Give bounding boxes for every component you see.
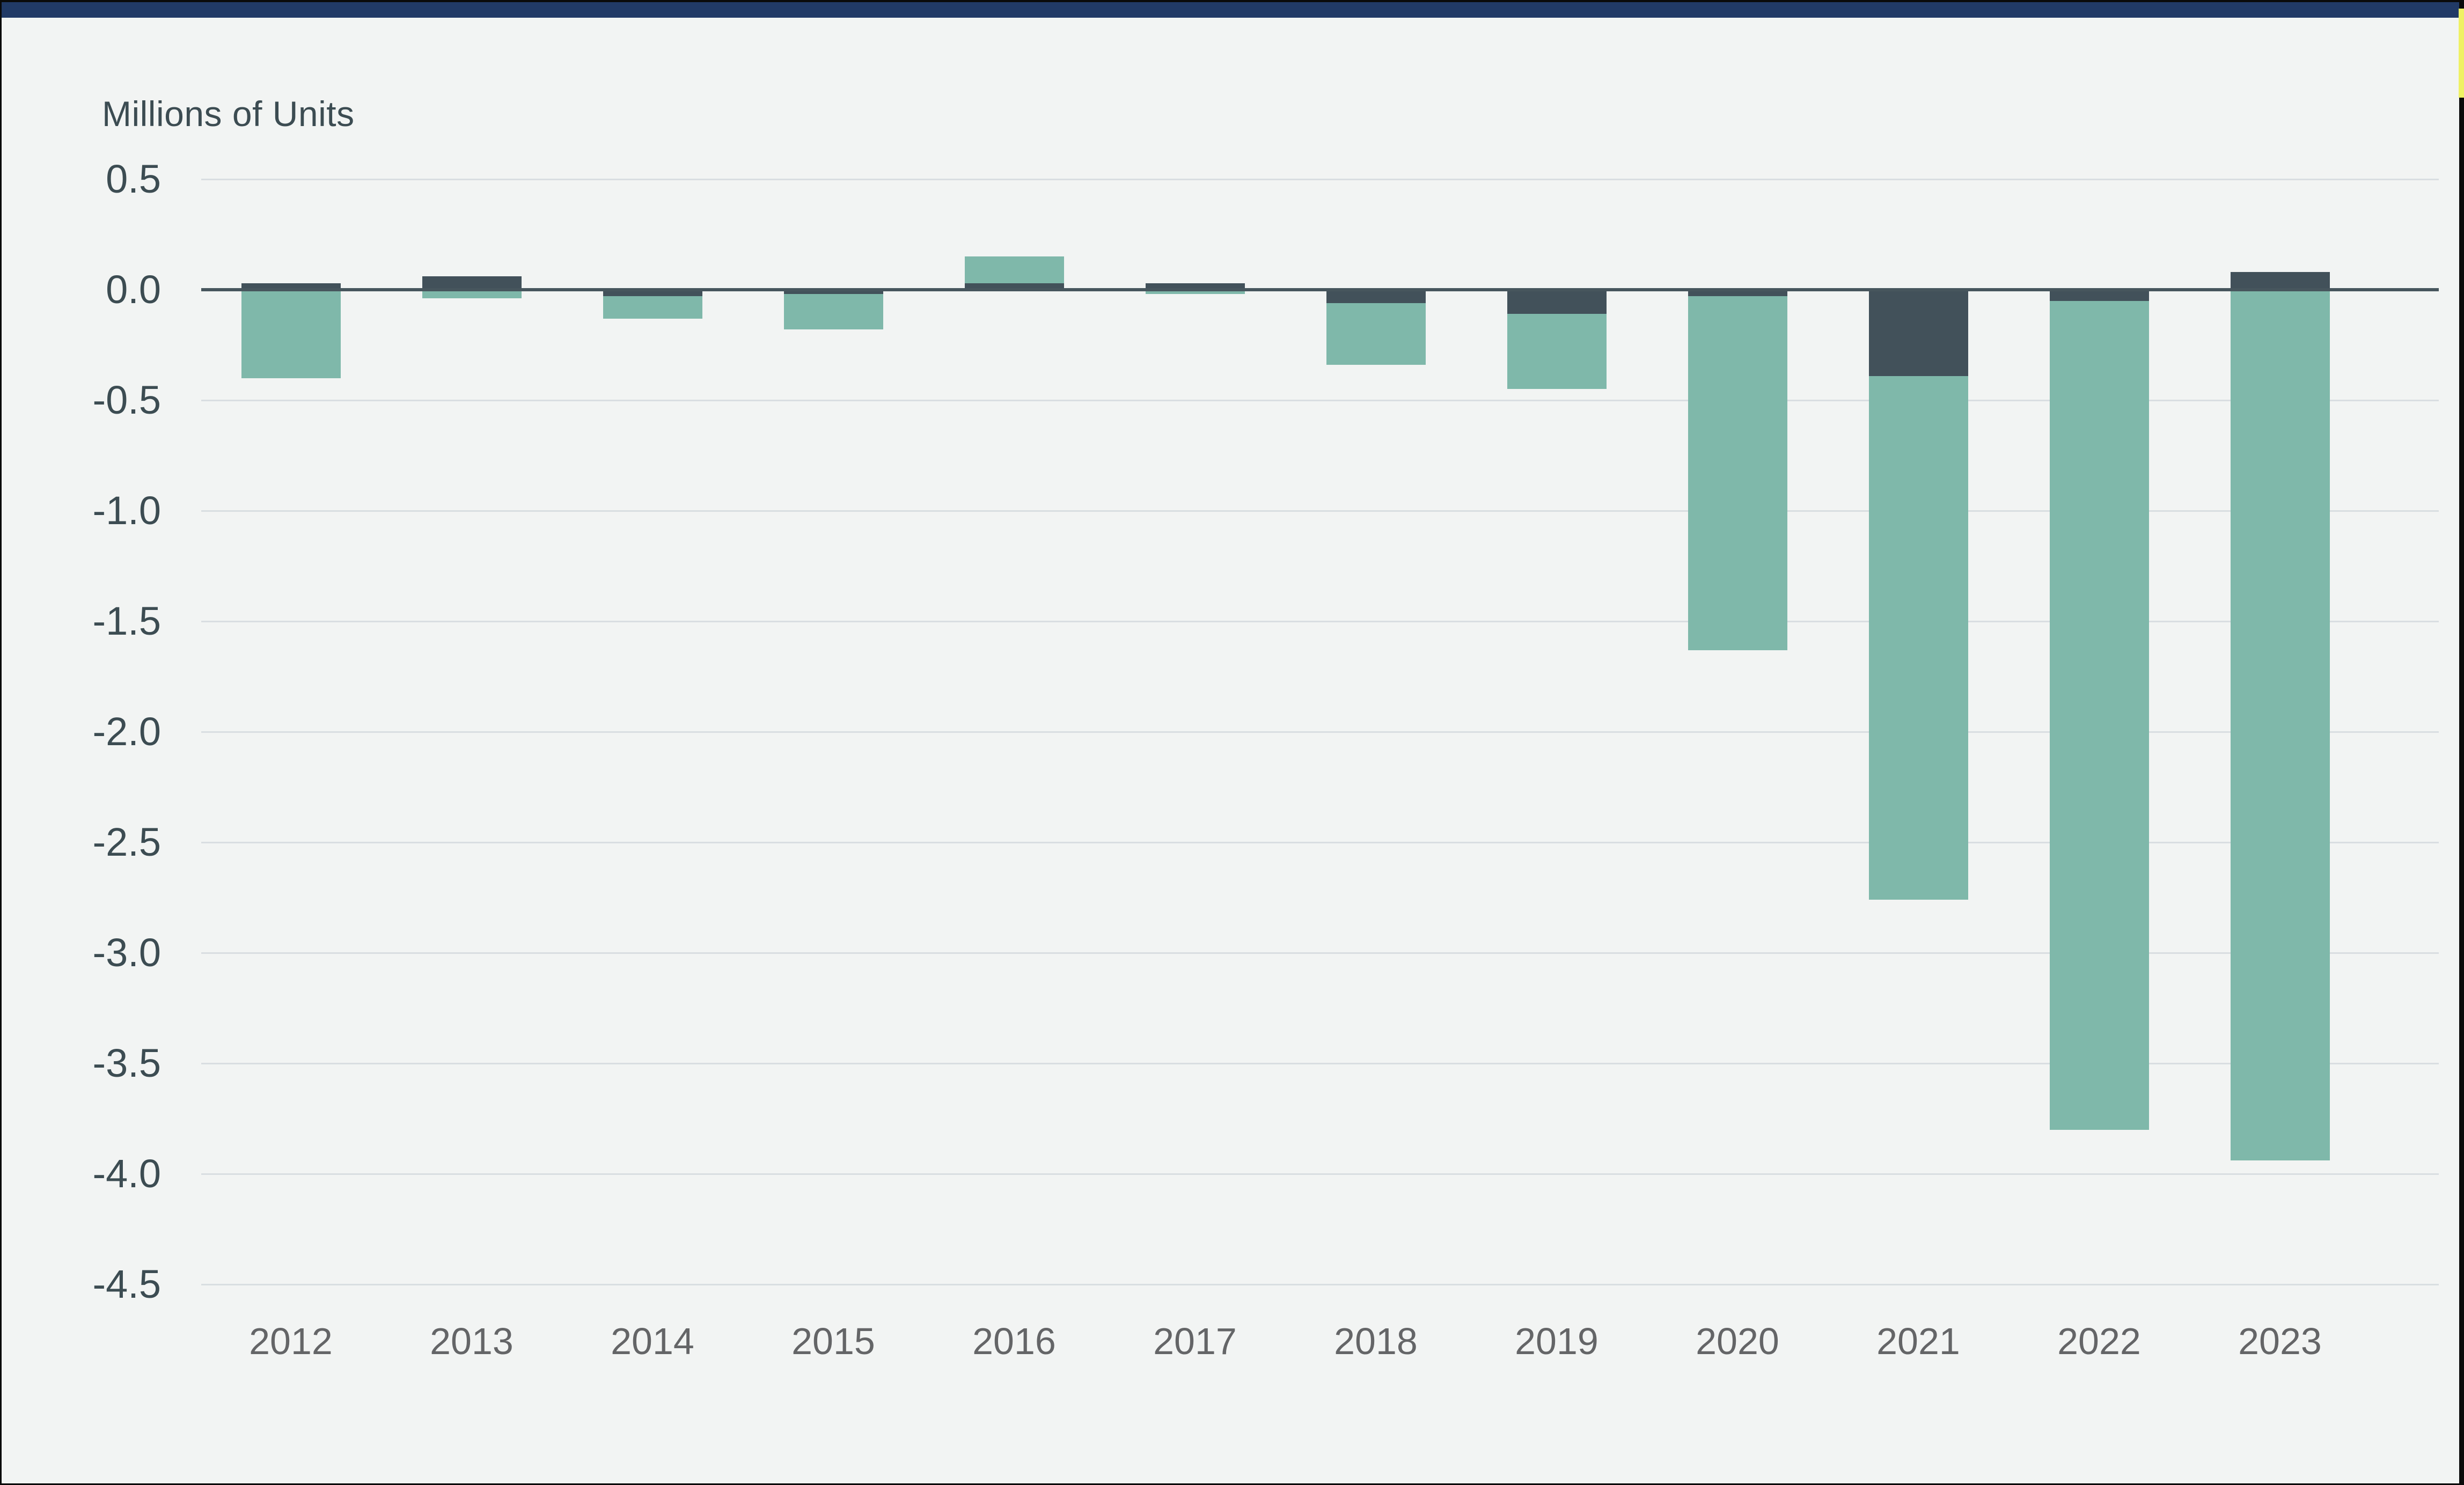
gridline [201, 731, 2439, 733]
gridline [201, 621, 2439, 622]
x-axis-tick-label-2021: 2021 [1876, 1320, 1960, 1362]
y-axis-tick-label: -3.5 [92, 1041, 161, 1085]
gridline [201, 179, 2439, 180]
y-axis-tick-label: -1.5 [92, 599, 161, 643]
dark-slate-segment-2019[interactable] [1507, 290, 1607, 314]
teal-segment-2017[interactable] [1145, 290, 1245, 295]
x-axis-tick-label-2015: 2015 [791, 1320, 875, 1362]
y-axis-tick-label: -4.0 [92, 1151, 161, 1196]
teal-segment-2021[interactable] [1868, 376, 1968, 900]
x-axis-tick-label-2012: 2012 [249, 1320, 333, 1362]
gridline [201, 842, 2439, 843]
frame-border-bottom [0, 1483, 2464, 1485]
x-axis-tick-label-2017: 2017 [1153, 1320, 1237, 1362]
dark-slate-segment-2017[interactable] [1145, 283, 1245, 290]
x-axis-tick-label-2013: 2013 [430, 1320, 514, 1362]
right-edge-highlight-mark [2459, 9, 2464, 98]
gridline [201, 510, 2439, 512]
gridline [201, 1284, 2439, 1285]
y-axis-tick-label: -2.0 [92, 709, 161, 754]
dark-slate-segment-2021[interactable] [1868, 290, 1968, 376]
y-axis-tick-label: -4.5 [92, 1262, 161, 1306]
x-axis-tick-label-2020: 2020 [1696, 1320, 1779, 1362]
frame-border-right [2459, 0, 2464, 1485]
y-axis-tick-label: 0.0 [106, 267, 161, 312]
gridline [201, 1173, 2439, 1175]
teal-segment-2012[interactable] [241, 290, 341, 378]
teal-segment-2016[interactable] [964, 256, 1064, 283]
x-axis-tick-label-2022: 2022 [2057, 1320, 2141, 1362]
x-axis-tick-label-2014: 2014 [611, 1320, 694, 1362]
teal-segment-2018[interactable] [1326, 303, 1426, 365]
x-axis-tick-label-2016: 2016 [972, 1320, 1056, 1362]
gridline [201, 1063, 2439, 1064]
frame-border-left [0, 0, 2, 1485]
y-axis-tick-label: -0.5 [92, 378, 161, 422]
dark-slate-segment-2012[interactable] [241, 283, 341, 290]
dark-slate-segment-2016[interactable] [964, 283, 1064, 290]
dark-slate-segment-2014[interactable] [603, 290, 702, 297]
teal-segment-2020[interactable] [1688, 296, 1787, 650]
gridline [201, 952, 2439, 954]
top-navy-bar [0, 2, 2464, 18]
teal-segment-2022[interactable] [2049, 300, 2149, 1130]
dark-slate-segment-2023[interactable] [2230, 272, 2330, 290]
y-axis-tick-label: -1.0 [92, 488, 161, 533]
y-axis-tick-label: -3.0 [92, 930, 161, 975]
y-axis-tick-label: -2.5 [92, 820, 161, 864]
frame-border-top [0, 0, 2464, 2]
chart-title: Millions of Units [102, 94, 355, 134]
zero-axis-line [201, 288, 2439, 291]
dark-slate-segment-2015[interactable] [783, 290, 883, 295]
x-axis-tick-label-2023: 2023 [2238, 1320, 2322, 1362]
teal-segment-2013[interactable] [422, 290, 522, 299]
dark-slate-segment-2013[interactable] [422, 276, 522, 290]
x-axis-tick-label-2019: 2019 [1515, 1320, 1598, 1362]
teal-segment-2023[interactable] [2230, 290, 2330, 1161]
dark-slate-segment-2018[interactable] [1326, 290, 1426, 303]
dark-slate-segment-2020[interactable] [1688, 290, 1787, 297]
teal-segment-2015[interactable] [783, 294, 883, 330]
gridline [201, 400, 2439, 401]
teal-segment-2019[interactable] [1507, 314, 1607, 389]
y-axis-tick-label: 0.5 [106, 157, 161, 201]
x-axis-tick-label-2018: 2018 [1334, 1320, 1418, 1362]
teal-segment-2014[interactable] [603, 296, 702, 319]
dark-slate-segment-2022[interactable] [2049, 290, 2149, 301]
